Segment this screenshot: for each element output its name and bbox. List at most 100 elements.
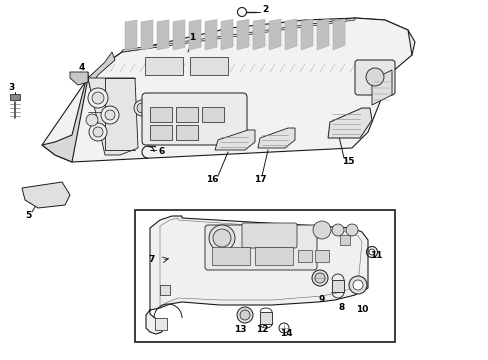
Polygon shape: [88, 18, 414, 78]
Text: 5: 5: [25, 211, 31, 220]
Bar: [212, 247, 249, 265]
Text: 12: 12: [255, 325, 268, 334]
Circle shape: [134, 100, 150, 116]
Polygon shape: [377, 62, 387, 72]
Polygon shape: [162, 64, 172, 72]
Polygon shape: [204, 19, 217, 50]
Bar: [160, 285, 170, 295]
Polygon shape: [173, 20, 184, 50]
Polygon shape: [216, 64, 225, 72]
Polygon shape: [269, 63, 280, 72]
Text: 4: 4: [79, 63, 85, 72]
Circle shape: [348, 276, 366, 294]
Bar: [190, 57, 227, 75]
Text: 13: 13: [233, 325, 246, 334]
Polygon shape: [215, 130, 254, 150]
Text: 14: 14: [279, 329, 292, 338]
Bar: [202, 107, 224, 122]
Polygon shape: [143, 64, 154, 72]
Polygon shape: [126, 65, 136, 72]
Circle shape: [101, 106, 119, 124]
Bar: [150, 107, 172, 122]
Bar: [150, 125, 172, 140]
Polygon shape: [252, 19, 264, 50]
Bar: [254, 247, 292, 265]
Circle shape: [314, 273, 325, 283]
Bar: [176, 125, 198, 140]
Circle shape: [93, 127, 103, 137]
Text: 16: 16: [205, 175, 218, 184]
Polygon shape: [359, 62, 369, 72]
Polygon shape: [268, 19, 281, 50]
Bar: [135, 210, 394, 342]
Bar: [176, 107, 198, 122]
Text: 8: 8: [338, 302, 345, 311]
Circle shape: [213, 229, 230, 247]
Text: 1: 1: [188, 33, 195, 42]
Circle shape: [105, 110, 115, 120]
Text: 9: 9: [318, 296, 325, 305]
Polygon shape: [141, 20, 153, 50]
Polygon shape: [108, 65, 118, 72]
Polygon shape: [70, 72, 88, 85]
Polygon shape: [122, 18, 354, 52]
Text: 17: 17: [253, 175, 266, 184]
Polygon shape: [88, 78, 138, 155]
Polygon shape: [237, 19, 248, 50]
Polygon shape: [88, 52, 115, 88]
Circle shape: [365, 68, 383, 86]
Text: 6: 6: [159, 148, 165, 157]
Polygon shape: [371, 70, 391, 105]
Circle shape: [88, 88, 108, 108]
Text: 15: 15: [341, 157, 353, 166]
Polygon shape: [327, 108, 371, 138]
Circle shape: [89, 123, 107, 141]
Polygon shape: [316, 19, 328, 50]
Polygon shape: [221, 19, 232, 50]
FancyBboxPatch shape: [204, 225, 316, 270]
Polygon shape: [258, 128, 294, 148]
Circle shape: [240, 310, 249, 320]
Circle shape: [352, 280, 362, 290]
Text: 10: 10: [355, 306, 367, 315]
FancyBboxPatch shape: [354, 60, 394, 95]
Circle shape: [312, 221, 330, 239]
Bar: [339, 235, 349, 245]
Polygon shape: [125, 20, 137, 50]
Polygon shape: [324, 63, 333, 72]
Text: 11: 11: [369, 252, 382, 261]
Text: 2: 2: [262, 5, 267, 14]
Polygon shape: [305, 63, 315, 72]
Polygon shape: [180, 64, 190, 72]
Polygon shape: [234, 64, 244, 72]
Polygon shape: [331, 280, 343, 292]
Polygon shape: [285, 19, 296, 50]
Bar: [155, 318, 167, 330]
Circle shape: [331, 224, 343, 236]
Circle shape: [237, 307, 252, 323]
Polygon shape: [198, 64, 207, 72]
FancyBboxPatch shape: [142, 93, 246, 145]
Bar: [297, 250, 311, 262]
Polygon shape: [341, 62, 351, 72]
Circle shape: [311, 270, 327, 286]
Polygon shape: [301, 19, 312, 50]
Circle shape: [92, 92, 104, 104]
Polygon shape: [332, 19, 345, 50]
Circle shape: [86, 114, 98, 126]
Polygon shape: [251, 63, 262, 72]
FancyBboxPatch shape: [242, 223, 296, 248]
Polygon shape: [22, 182, 70, 208]
Text: 7: 7: [148, 256, 155, 265]
Circle shape: [208, 225, 235, 251]
Polygon shape: [287, 63, 297, 72]
Text: 3: 3: [9, 84, 15, 93]
Polygon shape: [42, 18, 411, 162]
Bar: [314, 250, 328, 262]
Polygon shape: [260, 312, 271, 324]
Polygon shape: [146, 216, 367, 334]
Bar: [10, 94, 20, 100]
Polygon shape: [189, 19, 201, 50]
Circle shape: [346, 224, 357, 236]
Bar: [145, 57, 183, 75]
